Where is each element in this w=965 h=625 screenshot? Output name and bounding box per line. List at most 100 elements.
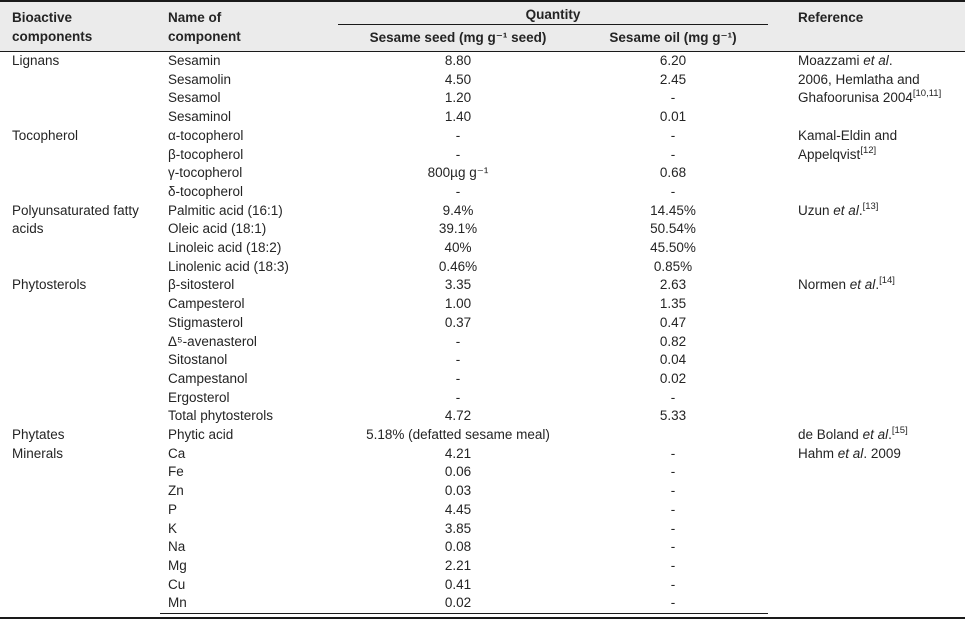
reference-segment: Kamal-Eldin and Appelqvist	[798, 127, 898, 162]
header-row-sub: Sesame seed (mg g⁻¹ seed) Sesame oil (mg…	[0, 24, 965, 52]
table-row: Fe 0.06 -	[0, 463, 965, 482]
component-name: Zn	[168, 483, 184, 499]
table-row: Sesamol 1.20 -	[0, 89, 965, 108]
component-name: Sesamolin	[168, 71, 232, 87]
table-bottom-rule	[0, 614, 965, 620]
header-quantity-label: Quantity	[525, 7, 581, 22]
component-name: K	[168, 520, 178, 536]
reference: Normen et al.[14]	[768, 276, 965, 426]
table-row: Linolenic acid (18:3) 0.46% 0.85%	[0, 258, 965, 277]
header-name-of-component: Name of component	[160, 1, 338, 52]
table-row: Campesterol 1.00 1.35	[0, 295, 965, 314]
oil-quantity: 5.33	[659, 408, 687, 424]
table-row: Sesaminol 1.40 0.01	[0, 108, 965, 127]
table-row: Cu 0.41 -	[0, 576, 965, 595]
oil-quantity: -	[670, 539, 676, 555]
component-name: Fe	[168, 464, 184, 480]
seed-quantity: -	[455, 183, 461, 199]
component-name: Linolenic acid (18:3)	[168, 258, 289, 274]
table-row: P 4.45 -	[0, 501, 965, 520]
table-row: Linoleic acid (18:2) 40% 45.50%	[0, 239, 965, 258]
table-row: Sitostanol - 0.04	[0, 351, 965, 370]
oil-quantity: -	[670, 464, 676, 480]
oil-quantity: -	[670, 183, 676, 199]
reference-segment: et al	[833, 202, 859, 218]
reference-segment: . 2006, Hemlatha and Ghafoorunisa 2004	[798, 53, 920, 106]
reference-segment: . 2009	[863, 445, 901, 461]
header-bioactive-components: Bioactive components	[0, 1, 160, 52]
table-row: Tocopherol α-tocopherol - - Kamal-Eldin and …	[0, 127, 965, 162]
reference-segment: .	[875, 277, 880, 293]
reference-segment: Normen	[798, 277, 850, 293]
seed-quantity: 3.35	[444, 277, 472, 293]
table-row: K 3.85 -	[0, 520, 965, 539]
component-name: Ca	[168, 445, 186, 461]
seed-quantity: 0.02	[338, 594, 578, 615]
table-row: Δ⁵-avenasterol - 0.82	[0, 333, 965, 352]
seed-quantity: 0.37	[444, 314, 472, 330]
table-row: Zn 0.03 -	[0, 482, 965, 501]
header-sesame-oil: Sesame oil (mg g⁻¹)	[578, 24, 769, 52]
group-label: Lignans	[12, 53, 60, 68]
seed-quantity: 0.08	[444, 539, 472, 555]
table-header: Bioactive components Name of component Q…	[0, 1, 965, 52]
table-row: Total phytosterols 4.72 5.33	[0, 407, 965, 426]
component-name: γ-tocopherol	[168, 165, 243, 181]
component-name: Sitostanol	[168, 352, 228, 368]
oil-quantity: -	[670, 576, 676, 592]
seed-quantity: 4.50	[444, 71, 472, 87]
table-row: Campestanol - 0.02	[0, 370, 965, 389]
reference-segment: [13]	[862, 200, 879, 212]
reference: Hahm et al. 2009	[768, 445, 965, 614]
seed-quantity: 2.21	[444, 557, 472, 573]
table-row: Phytosterols β-sitosterol 3.35 2.63 Normen e…	[0, 276, 965, 295]
oil-quantity: 6.20	[659, 53, 687, 68]
seed-quantity: -	[455, 127, 461, 143]
seed-quantity: 0.46%	[438, 258, 478, 274]
reference-segment: [10,11]	[912, 88, 942, 100]
component-name: β-sitosterol	[168, 277, 235, 293]
table-row: Oleic acid (18:1) 39.1% 50.54%	[0, 220, 965, 239]
reference-segment: et al	[837, 445, 864, 461]
header-reference-label: Reference	[798, 10, 864, 25]
table-row: β-tocopherol - -	[0, 146, 965, 165]
seed-quantity: 4.21	[444, 445, 472, 461]
header-name-of-component-label: Name of component	[168, 10, 241, 44]
component-name: Total phytosterols	[168, 408, 274, 424]
reference-segment: [14]	[879, 275, 895, 287]
reference-segment: et al	[863, 53, 889, 68]
table-row: γ-tocopherol 800µg g⁻¹ 0.68	[0, 164, 965, 183]
component-name: Phytic acid	[168, 427, 234, 443]
seed-quantity: -	[455, 389, 461, 405]
seed-quantity: -	[455, 146, 461, 162]
reference: Moazzami et al. 2006, Hemlatha and Ghafo…	[768, 52, 965, 127]
reference: Uzun et al.[13]	[768, 200, 965, 277]
component-name: Na	[168, 539, 186, 555]
seed-quantity: -	[455, 370, 461, 386]
table-row: Lignans Sesamin 8.80 6.20 Moazzami et al. 20…	[0, 52, 965, 105]
component-name: Mg	[168, 557, 187, 573]
group-label: Tocopherol	[12, 127, 79, 143]
header-bioactive-components-label: Bioactive components	[12, 10, 93, 44]
table-row: Mg 2.21 -	[0, 557, 965, 576]
oil-quantity: 0.01	[659, 109, 687, 125]
oil-quantity: -	[670, 90, 676, 106]
component-name: Campesterol	[168, 296, 245, 312]
oil-quantity: 2.45	[659, 71, 687, 87]
reference-segment: [15]	[891, 425, 908, 437]
seed-quantity: 8.80	[444, 53, 472, 68]
oil-quantity: -	[670, 501, 676, 517]
reference-segment: et al	[862, 427, 889, 443]
component-name: Cu	[168, 576, 186, 592]
oil-quantity: -	[578, 594, 769, 615]
group-label: Minerals	[12, 445, 64, 461]
table-row: Ergosterol - -	[0, 389, 965, 408]
component-name: Ergosterol	[168, 389, 230, 405]
seed-quantity: 40%	[444, 240, 472, 256]
oil-quantity: 2.63	[659, 277, 687, 293]
table-row: δ-tocopherol - -	[0, 183, 965, 202]
seed-quantity: 1.00	[444, 296, 472, 312]
component-name: Sesamin	[168, 53, 221, 68]
